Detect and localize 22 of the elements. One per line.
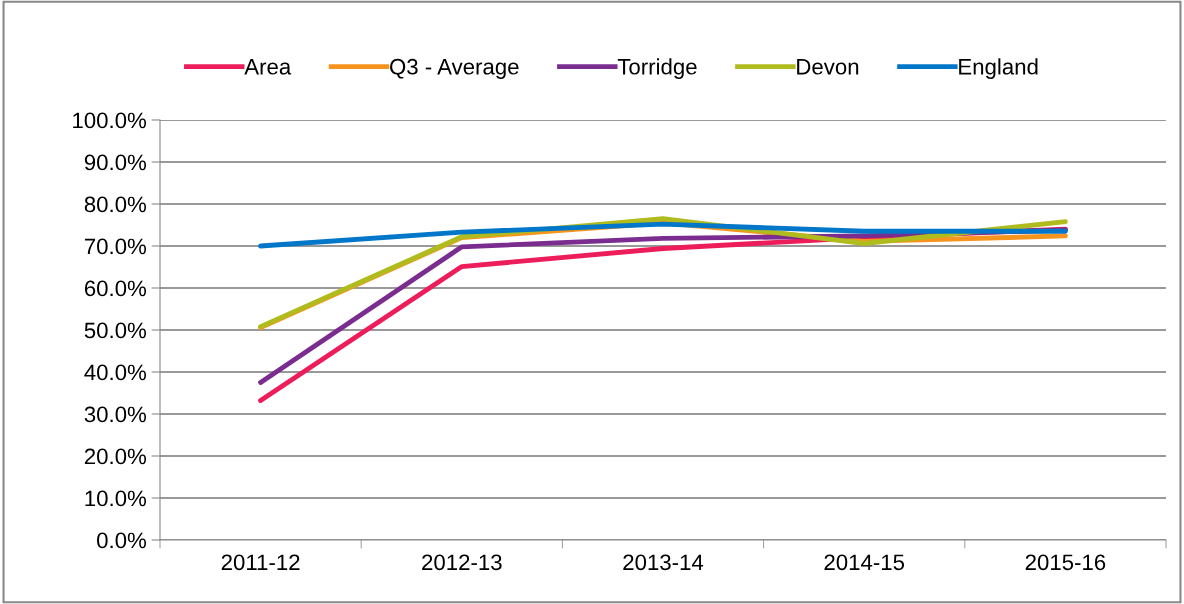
y-tick-label: 30.0%: [84, 406, 147, 423]
y-tick-label: 90.0%: [84, 154, 147, 171]
y-tick-label: 20.0%: [84, 448, 147, 465]
y-tick-label: 10.0%: [85, 490, 147, 507]
x-tick-label: 2013-14: [623, 554, 704, 571]
x-tick-label: 2011-12: [221, 554, 300, 571]
x-tick-label: 2012-13: [422, 554, 502, 571]
legend-label: Devon: [797, 59, 859, 75]
y-tick-label: 0.0%: [97, 532, 147, 549]
x-tick-label: 2014-15: [824, 554, 905, 571]
y-tick-label: 50.0%: [84, 322, 147, 339]
x-tick-label: 2015-16: [1025, 554, 1106, 571]
y-tick-label: 40.0%: [84, 364, 147, 381]
y-tick-label: 80.0%: [84, 196, 147, 213]
y-tick-label: 70.0%: [84, 238, 147, 255]
line-series: [258, 221, 1068, 249]
legend-label: Area: [244, 59, 292, 75]
legend-label: Torridge: [617, 58, 697, 79]
y-tick-label: 100.0%: [73, 112, 147, 129]
legend-label: Q3 - Average: [390, 58, 519, 79]
y-tick-label: 60.0%: [84, 280, 147, 297]
legend-label: England: [959, 58, 1038, 79]
